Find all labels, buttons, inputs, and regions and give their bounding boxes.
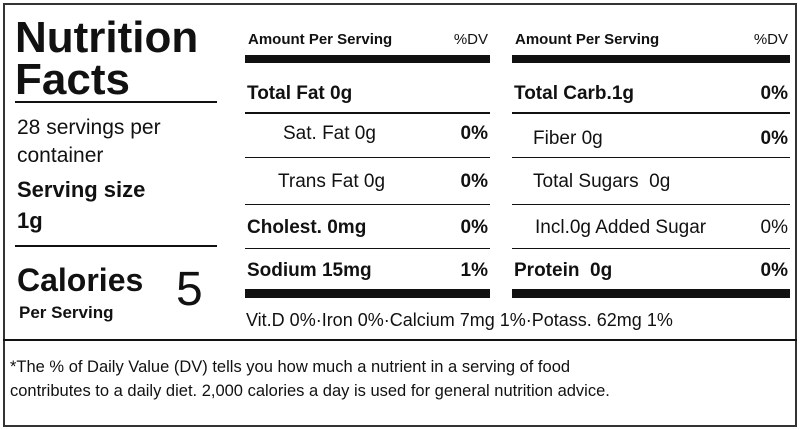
dv: 0% bbox=[460, 123, 488, 144]
nutrient: Incl.0g Added Sugar bbox=[535, 217, 707, 238]
servings: container bbox=[17, 144, 104, 167]
header-dv: %DV bbox=[753, 31, 788, 48]
serving-size-label: Serving size bbox=[17, 177, 146, 202]
nutrient: Cholest. 0mg bbox=[247, 217, 367, 238]
dv: 0% bbox=[760, 217, 788, 238]
nutrient: Protein 0g bbox=[514, 260, 613, 281]
rule bbox=[512, 204, 790, 205]
dv: 0% bbox=[760, 260, 788, 281]
rule bbox=[512, 248, 790, 249]
rule bbox=[245, 157, 490, 158]
thick-bar bbox=[512, 289, 790, 298]
calories: 5 bbox=[176, 263, 203, 316]
footnote: contributes to a daily diet. 2,000 calor… bbox=[10, 382, 610, 400]
rule bbox=[245, 248, 490, 249]
title: Nutrition bbox=[15, 13, 199, 62]
nutrient: Total Carb.1g bbox=[514, 83, 634, 104]
calories-label: Calories bbox=[17, 262, 144, 298]
nutrient: Fiber 0g bbox=[533, 128, 603, 149]
dv: 0% bbox=[460, 217, 488, 238]
thick-bar bbox=[245, 55, 490, 63]
dv: 0% bbox=[760, 128, 788, 149]
nutrient: Sat. Fat 0g bbox=[283, 123, 376, 144]
dv: 1% bbox=[460, 260, 488, 281]
dv: 0% bbox=[460, 171, 488, 192]
rule bbox=[512, 112, 790, 114]
nutrient: Total Fat 0g bbox=[247, 83, 353, 104]
rule bbox=[3, 339, 797, 341]
rule bbox=[245, 204, 490, 205]
servings: 28 servings per bbox=[17, 116, 161, 139]
rule bbox=[512, 157, 790, 158]
nutrient: Trans Fat 0g bbox=[278, 171, 386, 192]
micronutrients: Vit.D 0%·Iron 0%·Calcium 7mg 1%·Potass. … bbox=[246, 310, 673, 330]
rule bbox=[245, 112, 490, 114]
title: Facts bbox=[15, 55, 130, 104]
rule bbox=[15, 101, 217, 103]
header-amount: Amount Per Serving bbox=[248, 31, 393, 48]
rule bbox=[15, 245, 217, 247]
thick-bar bbox=[512, 55, 790, 63]
nutrient: Total Sugars 0g bbox=[533, 171, 671, 192]
header-dv: %DV bbox=[453, 31, 488, 48]
footnote: *The % of Daily Value (DV) tells you how… bbox=[10, 358, 571, 376]
thick-bar bbox=[245, 289, 490, 298]
nutrient: Sodium 15mg bbox=[247, 260, 372, 281]
dv: 0% bbox=[760, 83, 788, 104]
header-amount: Amount Per Serving bbox=[515, 31, 660, 48]
serving-size: 1g bbox=[17, 208, 43, 233]
border bbox=[3, 3, 797, 427]
calories-sub: Per Serving bbox=[19, 303, 114, 322]
